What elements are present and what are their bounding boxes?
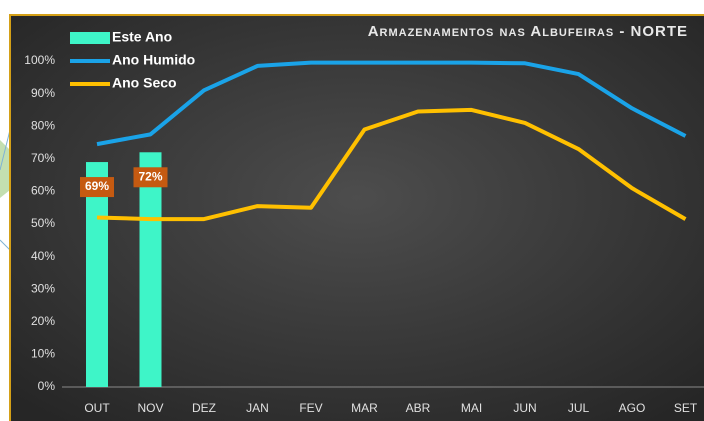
- legend-label: Ano Seco: [112, 75, 177, 91]
- legend-swatch: [70, 32, 110, 44]
- y-tick-label: 100%: [24, 53, 55, 67]
- decor: [0, 239, 11, 251]
- y-tick-label: 50%: [31, 216, 55, 230]
- line: [96, 60, 687, 147]
- y-tick-label: 40%: [31, 249, 55, 263]
- x-tick-label: JAN: [246, 401, 269, 415]
- x-tick-label: OUT: [84, 401, 110, 415]
- line: [96, 107, 687, 222]
- y-tick-label: 30%: [31, 281, 55, 295]
- value-label-box: [80, 177, 114, 198]
- chart-title: Armazenamentos nas Albufeiras - NORTE: [368, 23, 688, 40]
- y-tick-label: 0%: [38, 379, 56, 393]
- x-tick-label: DEZ: [192, 401, 216, 415]
- y-tick-label: 90%: [31, 86, 55, 100]
- border: [9, 14, 704, 421]
- x-tick-label: ABR: [406, 401, 431, 415]
- y-tick-label: 70%: [31, 151, 55, 165]
- decor: [0, 129, 11, 171]
- y-tick-label: 60%: [31, 184, 55, 198]
- y-tick-label: 80%: [31, 118, 55, 132]
- value-label: 69%: [85, 179, 109, 193]
- x-tick-label: FEV: [299, 401, 322, 415]
- bar: [139, 152, 162, 387]
- y-tick-label: 20%: [31, 314, 55, 328]
- y-tick-label: 10%: [31, 347, 55, 361]
- x-tick-label: JUN: [513, 401, 536, 415]
- x-tick-label: JUL: [568, 401, 590, 415]
- value-label-box: [133, 167, 168, 188]
- decor: [0, 140, 10, 198]
- x-tick-label: AGO: [619, 401, 646, 415]
- value-label: 72%: [138, 169, 162, 183]
- x-tick-label: MAI: [461, 401, 482, 415]
- legend-label: Este Ano: [112, 29, 172, 45]
- x-tick-label: MAR: [351, 401, 378, 415]
- x-tick-label: NOV: [137, 401, 163, 415]
- x-tick-label: SET: [674, 401, 698, 415]
- legend-label: Ano Humido: [112, 52, 195, 68]
